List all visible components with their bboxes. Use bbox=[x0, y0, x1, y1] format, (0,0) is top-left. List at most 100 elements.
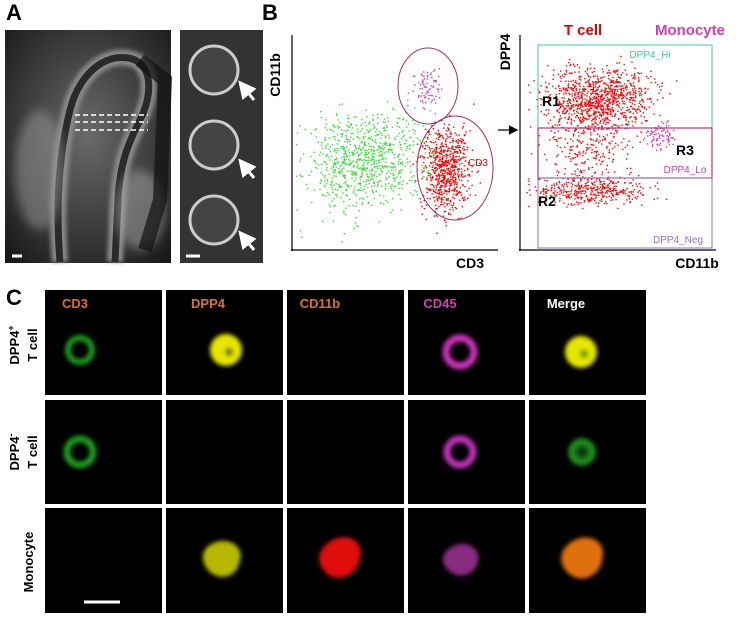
event-dot bbox=[610, 102, 611, 103]
event-dot bbox=[337, 148, 338, 149]
event-dot bbox=[608, 122, 609, 123]
event-dot bbox=[630, 111, 631, 112]
event-dot bbox=[299, 161, 300, 162]
event-dot bbox=[576, 191, 577, 192]
event-dot bbox=[379, 155, 380, 156]
event-dot bbox=[401, 184, 402, 185]
event-dot bbox=[460, 158, 461, 159]
event-dot bbox=[445, 164, 446, 165]
event-dot bbox=[599, 179, 600, 180]
event-dot bbox=[458, 139, 459, 140]
event-dot bbox=[591, 179, 592, 180]
gate-label: DPP4_Lo bbox=[664, 165, 707, 176]
event-dot bbox=[326, 170, 327, 171]
event-dot bbox=[452, 157, 453, 158]
event-dot bbox=[599, 200, 600, 201]
event-dot bbox=[596, 96, 597, 97]
event-dot bbox=[585, 183, 586, 184]
event-dot bbox=[606, 146, 607, 147]
event-dot bbox=[427, 138, 428, 139]
event-dot bbox=[467, 180, 468, 181]
event-dot bbox=[392, 198, 393, 199]
event-dot bbox=[612, 194, 613, 195]
event-dot bbox=[611, 126, 612, 127]
event-dot bbox=[372, 139, 373, 140]
event-dot bbox=[380, 151, 381, 152]
event-dot bbox=[443, 163, 444, 164]
event-dot bbox=[589, 103, 590, 104]
event-dot bbox=[407, 162, 408, 163]
event-dot bbox=[338, 119, 339, 120]
event-dot bbox=[437, 198, 438, 199]
event-dot bbox=[323, 194, 324, 195]
event-dot bbox=[408, 93, 409, 94]
event-dot bbox=[593, 114, 594, 115]
event-dot bbox=[556, 183, 557, 184]
event-dot bbox=[592, 72, 593, 73]
event-dot bbox=[461, 141, 462, 142]
event-dot bbox=[545, 82, 546, 83]
event-dot bbox=[390, 166, 391, 167]
event-dot bbox=[666, 138, 667, 139]
event-dot bbox=[385, 137, 386, 138]
event-dot bbox=[386, 145, 387, 146]
event-dot bbox=[450, 156, 451, 157]
event-dot bbox=[376, 190, 377, 191]
event-dot bbox=[612, 190, 613, 191]
event-dot bbox=[612, 102, 613, 103]
event-dot bbox=[624, 112, 625, 113]
region-label: R2 bbox=[538, 193, 556, 209]
event-dot bbox=[579, 175, 580, 176]
event-dot bbox=[548, 83, 549, 84]
event-dot bbox=[385, 162, 386, 163]
event-dot bbox=[588, 167, 589, 168]
event-dot bbox=[330, 184, 331, 185]
event-dot bbox=[450, 169, 451, 170]
event-dot bbox=[609, 183, 610, 184]
event-dot bbox=[604, 203, 605, 204]
event-dot bbox=[347, 130, 348, 131]
event-dot bbox=[589, 99, 590, 100]
event-dot bbox=[611, 197, 612, 198]
event-dot bbox=[453, 177, 454, 178]
event-dot bbox=[314, 129, 315, 130]
event-dot bbox=[449, 124, 450, 125]
event-dot bbox=[462, 127, 463, 128]
event-dot bbox=[582, 114, 583, 115]
event-dot bbox=[647, 120, 648, 121]
event-dot bbox=[402, 164, 403, 165]
event-dot bbox=[595, 93, 596, 94]
event-dot bbox=[390, 186, 391, 187]
event-dot bbox=[450, 201, 451, 202]
event-dot bbox=[556, 184, 557, 185]
event-dot bbox=[638, 79, 639, 80]
event-dot bbox=[639, 73, 640, 74]
event-dot bbox=[399, 142, 400, 143]
event-dot bbox=[456, 147, 457, 148]
event-dot bbox=[645, 91, 646, 92]
event-dot bbox=[571, 123, 572, 124]
event-dot bbox=[528, 206, 529, 207]
event-dot bbox=[531, 153, 532, 154]
event-dot bbox=[619, 192, 620, 193]
event-dot bbox=[611, 193, 612, 194]
event-dot bbox=[420, 201, 421, 202]
event-dot bbox=[361, 141, 362, 142]
event-dot bbox=[536, 99, 537, 100]
event-dot bbox=[424, 78, 425, 79]
event-dot bbox=[599, 122, 600, 123]
event-dot bbox=[622, 107, 623, 108]
event-dot bbox=[356, 116, 357, 117]
event-dot bbox=[456, 134, 457, 135]
event-dot bbox=[456, 166, 457, 167]
event-dot bbox=[409, 145, 410, 146]
event-dot bbox=[309, 175, 310, 176]
event-dot bbox=[578, 182, 579, 183]
event-dot bbox=[354, 145, 355, 146]
event-dot bbox=[636, 183, 637, 184]
event-dot bbox=[533, 80, 534, 81]
event-dot bbox=[453, 203, 454, 204]
event-dot bbox=[602, 196, 603, 197]
event-dot bbox=[546, 189, 547, 190]
event-dot bbox=[387, 202, 388, 203]
